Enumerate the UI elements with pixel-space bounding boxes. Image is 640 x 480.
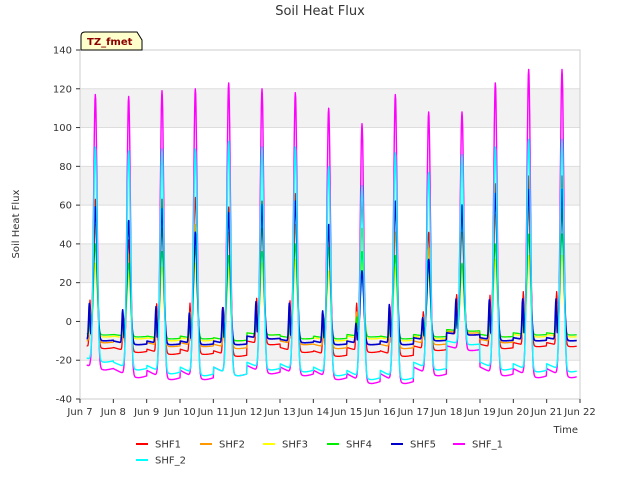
x-tick-label: Jun 14 <box>297 407 330 418</box>
x-tick-label: Jun 22 <box>563 407 596 418</box>
y-tick-label: 60 <box>59 201 72 212</box>
x-tick-label: Jun 15 <box>330 407 363 418</box>
legend-label: SHF3 <box>282 440 308 451</box>
x-axis-ticks: Jun 7 Jun 8 Jun 9 Jun 10 Jun 11 Jun 12 Jun 13 J… <box>66 399 596 418</box>
x-tick-label: Jun 16 <box>363 407 396 418</box>
series-line-shf-2 <box>86 138 577 381</box>
y-tick-label: 40 <box>59 239 72 250</box>
annotation-box-shape <box>80 31 143 51</box>
x-tick-label: Jun 10 <box>163 407 196 418</box>
chart-title: Soil Heat Flux <box>275 4 365 19</box>
legend-label: SHF4 <box>346 440 372 451</box>
x-tick-label: Jun 9 <box>133 407 159 418</box>
x-tick-label: Jun 8 <box>100 407 126 418</box>
legend-label: SHF_2 <box>155 456 186 467</box>
annotation-text: TZ_fmet <box>87 37 133 48</box>
y-tick-label: -20 <box>56 356 72 367</box>
y-axis-label: Soil Heat Flux <box>11 189 22 258</box>
y-tick-label: 0 <box>66 317 72 328</box>
x-tick-label: Jun 18 <box>430 407 463 418</box>
plot-band <box>80 360 580 399</box>
plot-band <box>80 321 580 361</box>
legend-label: SHF2 <box>219 440 245 451</box>
x-tick-label: Jun 7 <box>66 407 92 418</box>
y-tick-label: 20 <box>59 278 72 289</box>
y-tick-label: -40 <box>56 395 72 406</box>
x-tick-label: Jun 20 <box>497 407 530 418</box>
x-tick-label: Jun 11 <box>197 407 230 418</box>
annotation-box: TZ_fmet <box>80 31 143 51</box>
series-layer <box>86 68 578 385</box>
legend-label: SHF1 <box>155 440 181 451</box>
x-tick-label: Jun 13 <box>263 407 296 418</box>
x-tick-label: Jun 17 <box>397 407 430 418</box>
legend-label: SHF5 <box>410 440 436 451</box>
legend-label: SHF_1 <box>472 440 503 451</box>
y-tick-label: 140 <box>53 46 72 57</box>
plot-frame <box>79 49 581 400</box>
x-tick-label: Jun 21 <box>530 407 563 418</box>
x-axis-label: Time <box>553 425 578 436</box>
y-tick-label: 80 <box>59 162 72 173</box>
plot-band <box>80 88 580 128</box>
y-tick-label: 100 <box>53 123 72 134</box>
y-tick-label: 120 <box>53 84 72 95</box>
x-tick-label: Jun 19 <box>463 407 496 418</box>
x-tick-label: Jun 12 <box>230 407 263 418</box>
plot-band <box>80 50 580 89</box>
legend: SHF1 SHF2 SHF3 SHF4 SHF5 SHF_1 SHF_2 <box>136 440 503 467</box>
y-axis-ticks: -40 -20 0 20 40 60 80 100 120 140 <box>53 46 80 406</box>
